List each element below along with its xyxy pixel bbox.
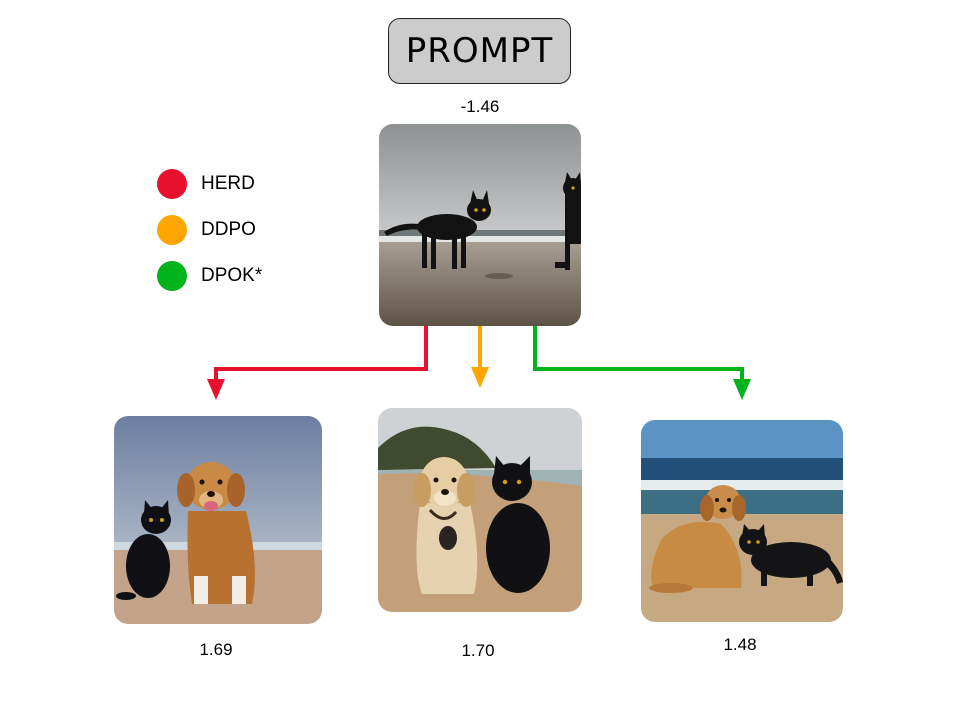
- dpok-arrowhead: [733, 379, 751, 400]
- legend: HERD DDPO DPOK*: [157, 167, 262, 293]
- dog: [177, 462, 255, 604]
- ddpo-arrowhead: [471, 367, 489, 388]
- cat: [486, 456, 550, 593]
- dog: [413, 457, 478, 594]
- prompt-label: PROMPT: [405, 31, 554, 71]
- herd-dot: [157, 169, 187, 199]
- source-score: -1.46: [460, 97, 500, 116]
- legend-item-ddpo: DDPO: [157, 213, 262, 247]
- cat: [116, 500, 171, 600]
- legend-item-dpok: DPOK*: [157, 259, 262, 293]
- ddpo-dot: [157, 215, 187, 245]
- herd-score: 1.69: [199, 640, 233, 659]
- dog: [649, 485, 746, 593]
- output-image-herd: [114, 416, 322, 624]
- legend-item-herd: HERD: [157, 167, 262, 201]
- cat-left: [384, 190, 491, 269]
- dpok-arrow: [533, 326, 744, 382]
- output-image-dpok: [641, 420, 843, 622]
- source-image: [379, 124, 581, 326]
- herd-arrowhead: [207, 379, 225, 400]
- dpok-dot: [157, 261, 187, 291]
- output-image-ddpo: [378, 408, 582, 612]
- legend-label-herd: HERD: [201, 173, 255, 194]
- legend-label-ddpo: DDPO: [201, 219, 256, 240]
- prompt-box: PROMPT: [388, 18, 571, 84]
- cat: [739, 524, 843, 586]
- herd-arrow: [214, 326, 428, 382]
- dpok-score: 1.48: [723, 635, 757, 654]
- legend-label-dpok: DPOK*: [201, 265, 263, 286]
- ddpo-score: 1.70: [461, 641, 495, 660]
